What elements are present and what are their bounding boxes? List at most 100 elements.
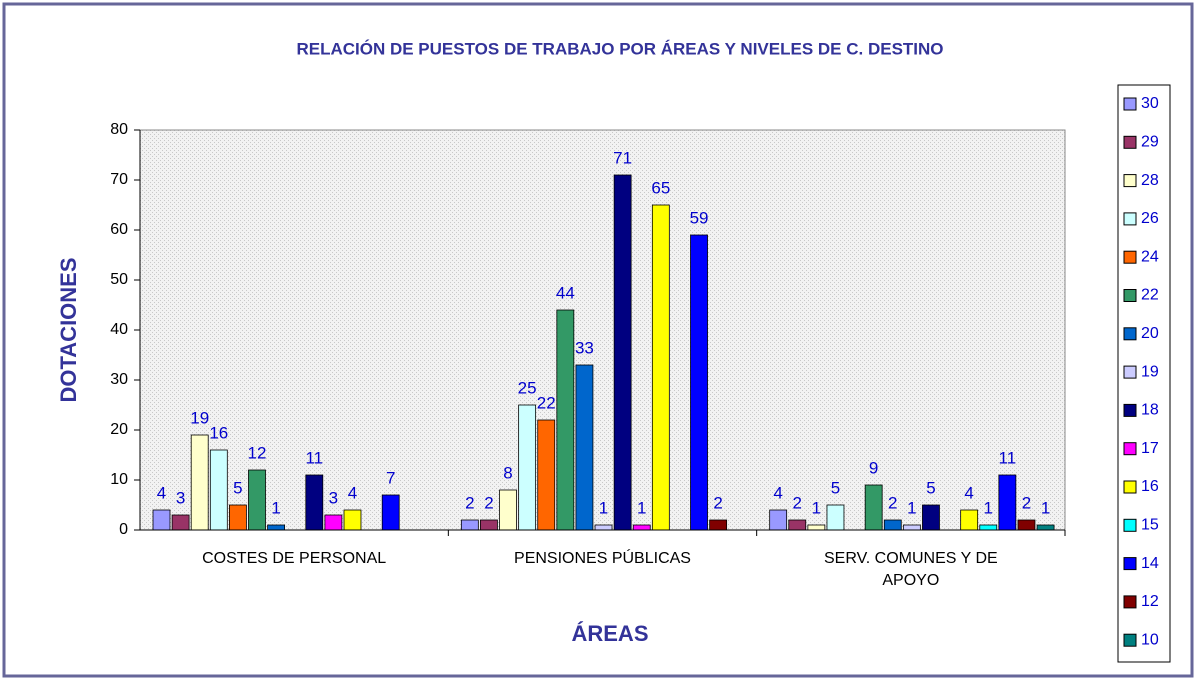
legend-label: 15	[1141, 517, 1159, 534]
bar	[480, 519, 498, 531]
bar	[171, 514, 190, 531]
data-label: 1	[599, 498, 608, 517]
bar	[979, 524, 998, 531]
legend-label: 19	[1141, 363, 1159, 380]
legend-swatch	[1123, 135, 1137, 149]
data-label: 12	[248, 443, 267, 462]
x-tick-label: COSTES DE PERSONAL	[202, 550, 387, 567]
y-axis-title: DOTACIONES	[56, 257, 81, 402]
data-label: 8	[503, 463, 512, 482]
legend-swatch	[1123, 595, 1137, 609]
legend-label: 14	[1141, 555, 1159, 572]
legend-label: 24	[1141, 248, 1159, 265]
bar	[518, 404, 537, 531]
bar	[324, 514, 343, 531]
legend-label: 26	[1141, 210, 1159, 227]
bar	[632, 524, 651, 531]
data-label: 1	[1041, 498, 1050, 517]
legend-label: 29	[1141, 134, 1159, 151]
data-label: 3	[329, 488, 338, 507]
legend-swatch	[1123, 442, 1137, 456]
legend-swatch	[1123, 289, 1137, 302]
legend-label: 17	[1141, 440, 1159, 457]
bar	[883, 519, 902, 531]
data-label: 1	[271, 498, 280, 517]
y-tick-label: 10	[110, 471, 128, 488]
data-label: 1	[812, 498, 821, 517]
data-label: 3	[176, 488, 185, 507]
bar	[807, 524, 826, 531]
chart-title: RELACIÓN DE PUESTOS DE TRABAJO POR ÁREAS…	[296, 39, 943, 58]
bar	[651, 204, 670, 531]
data-label: 11	[999, 448, 1017, 467]
legend-swatch	[1123, 480, 1137, 494]
data-label: 33	[575, 338, 594, 357]
data-label: 2	[465, 493, 474, 512]
bar	[460, 519, 479, 531]
data-label: 5	[233, 478, 242, 497]
bar	[228, 504, 247, 531]
legend-label: 28	[1141, 172, 1159, 189]
x-axis-title: ÁREAS	[571, 621, 648, 646]
data-label: 5	[831, 478, 840, 497]
bar	[381, 494, 400, 531]
data-label: 1	[637, 498, 646, 517]
data-label: 44	[556, 283, 575, 302]
y-tick-label: 30	[110, 371, 128, 388]
legend-label: 22	[1141, 287, 1159, 304]
legend-label: 18	[1141, 402, 1159, 419]
data-label: 22	[537, 393, 556, 412]
data-label: 5	[926, 478, 935, 497]
x-tick-label: PENSIONES PÚBLICAS	[514, 550, 691, 567]
y-tick-label: 50	[110, 271, 128, 288]
bar	[613, 174, 632, 531]
bar	[343, 509, 362, 531]
y-tick-label: 0	[119, 521, 128, 538]
legend-label: 12	[1141, 593, 1159, 610]
y-tick-label: 70	[110, 171, 128, 188]
legend-label: 10	[1141, 631, 1159, 648]
legend-swatch	[1123, 365, 1137, 379]
data-label: 1	[907, 498, 916, 517]
y-tick-label: 80	[110, 121, 128, 138]
data-label: 4	[964, 483, 973, 502]
bar	[594, 524, 613, 531]
bar	[922, 504, 940, 531]
bar	[1036, 524, 1055, 531]
legend-swatch	[1123, 212, 1137, 226]
bar	[960, 509, 979, 531]
data-label: 19	[190, 408, 209, 427]
bar	[267, 524, 286, 531]
legend-label: 20	[1141, 325, 1159, 342]
legend-swatch	[1123, 174, 1137, 188]
bar	[769, 509, 788, 531]
bar	[575, 364, 594, 531]
x-tick-label: SERV. COMUNES Y DE APOYO	[823, 550, 998, 589]
bar	[499, 489, 517, 531]
data-label: 4	[157, 483, 166, 502]
legend-label: 16	[1141, 478, 1159, 495]
bar	[826, 504, 845, 531]
bar	[690, 234, 708, 531]
bar	[1017, 519, 1036, 531]
bar	[537, 419, 556, 531]
bar	[190, 434, 209, 531]
data-label: 1	[984, 498, 993, 517]
bar	[864, 484, 883, 531]
legend-swatch	[1123, 518, 1137, 532]
data-label: 59	[690, 208, 709, 227]
y-tick-label: 60	[110, 221, 128, 238]
plot-area	[139, 129, 1066, 531]
data-label: 4	[348, 483, 357, 502]
legend-swatch	[1123, 250, 1137, 264]
bar	[788, 519, 807, 531]
data-label: 9	[869, 458, 878, 477]
legend-swatch	[1123, 557, 1137, 571]
data-label: 2	[888, 493, 897, 512]
data-label: 4	[773, 483, 782, 502]
legend-swatch	[1123, 403, 1137, 417]
data-label: 71	[613, 148, 632, 167]
legend-label: 30	[1141, 95, 1159, 112]
